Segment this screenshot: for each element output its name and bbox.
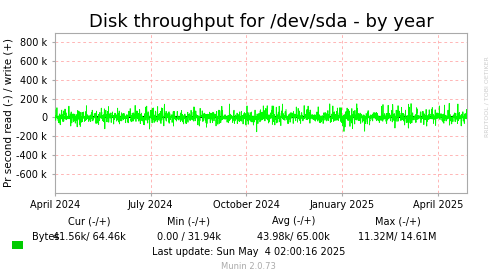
Text: Avg (-/+): Avg (-/+) bbox=[271, 216, 315, 226]
Text: Cur (-/+): Cur (-/+) bbox=[68, 216, 111, 226]
Text: RRDTOOL / TOBI OETIKER: RRDTOOL / TOBI OETIKER bbox=[485, 56, 490, 137]
Text: Min (-/+): Min (-/+) bbox=[167, 216, 210, 226]
Text: 43.98k/ 65.00k: 43.98k/ 65.00k bbox=[257, 232, 330, 242]
Text: 11.32M/ 14.61M: 11.32M/ 14.61M bbox=[358, 232, 437, 242]
Title: Disk throughput for /dev/sda - by year: Disk throughput for /dev/sda - by year bbox=[88, 13, 433, 31]
Text: Munin 2.0.73: Munin 2.0.73 bbox=[221, 262, 276, 271]
Y-axis label: Pr second read (-) / write (+): Pr second read (-) / write (+) bbox=[3, 38, 13, 187]
Text: Bytes: Bytes bbox=[32, 232, 60, 242]
Text: Last update: Sun May  4 02:00:16 2025: Last update: Sun May 4 02:00:16 2025 bbox=[152, 247, 345, 257]
Text: Max (-/+): Max (-/+) bbox=[375, 216, 420, 226]
Text: 41.56k/ 64.46k: 41.56k/ 64.46k bbox=[53, 232, 126, 242]
Text: 0.00 / 31.94k: 0.00 / 31.94k bbox=[157, 232, 221, 242]
